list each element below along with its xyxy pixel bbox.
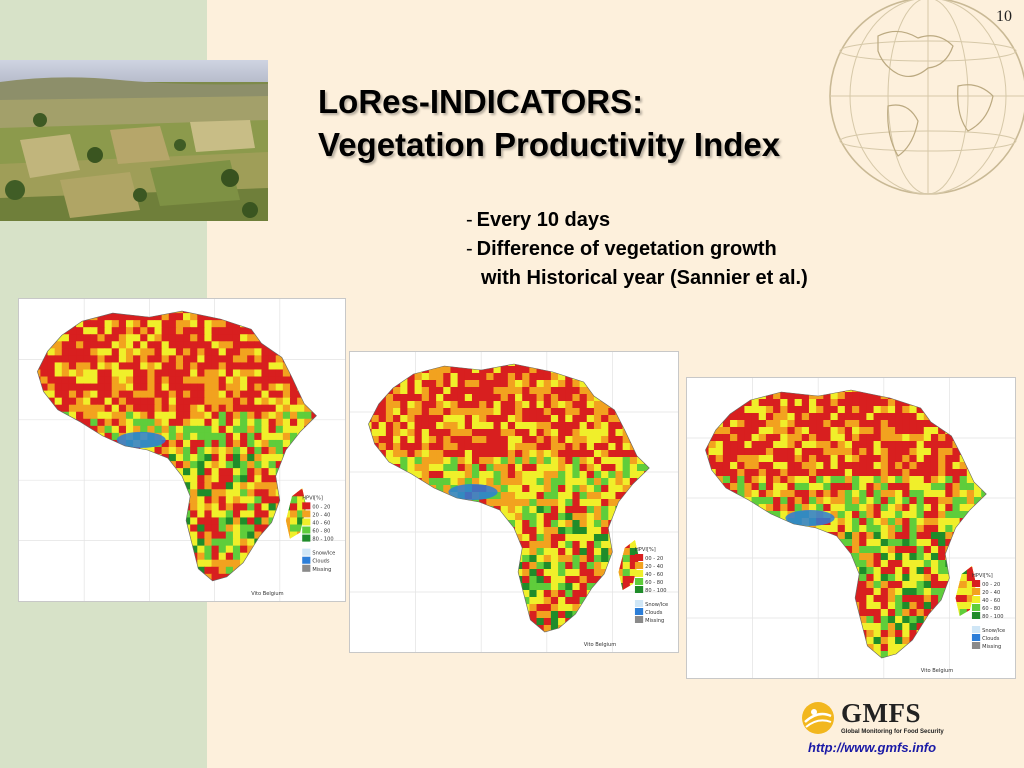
legend-label: 40 - 60 <box>982 598 1000 604</box>
legend-label: Missing <box>645 618 664 624</box>
legend-swatch <box>302 556 311 564</box>
legend-label: Clouds <box>312 559 330 565</box>
legend-label: Clouds <box>982 636 1000 642</box>
legend-swatch <box>302 510 311 518</box>
title-line-2: Vegetation Productivity Index <box>318 126 781 163</box>
legend-swatch <box>971 626 981 633</box>
legend-label: Missing <box>312 567 331 573</box>
legend-swatch <box>302 518 311 526</box>
legend-title: HPVI[%] <box>972 573 993 579</box>
website-link[interactable]: http://www.gmfs.info <box>808 740 937 755</box>
slide-title: LoRes-INDICATORS: Vegetation Productivit… <box>318 80 918 166</box>
africa-vegetation-map-1: HPVI[%] 00 - 20 20 - 40 40 - 60 60 - 80 80 - … <box>18 298 346 602</box>
africa-vegetation-map-2: HPVI[%] 00 - 20 20 - 40 40 - 60 60 - 80 80 - … <box>349 351 679 653</box>
legend-swatch <box>634 578 644 585</box>
legend-swatch <box>971 642 981 649</box>
legend-swatch <box>302 534 311 542</box>
bullet-continuation: with Historical year (Sannier et al.) <box>481 267 808 289</box>
bullet-text: Difference of vegetation growth <box>476 238 777 260</box>
legend-label: 00 - 20 <box>982 582 1000 588</box>
legend-swatch <box>634 586 644 593</box>
title-line-1: LoRes-INDICATORS: <box>318 83 644 120</box>
legend-swatch <box>302 526 311 534</box>
gmfs-logo-icon <box>802 702 834 734</box>
legend-swatch <box>971 634 981 641</box>
africa-vegetation-map-3: HPVI[%] 00 - 20 20 - 40 40 - 60 60 - 80 80 - … <box>686 377 1016 679</box>
bullet-text: Every 10 days <box>476 209 611 231</box>
legend-swatch <box>302 548 311 556</box>
bullet-item: - Every 10 days <box>466 209 611 231</box>
legend-swatch <box>971 596 981 603</box>
globe-icon <box>829 0 1024 195</box>
aerial-farmland-photo <box>0 60 268 221</box>
legend-swatch <box>302 502 311 510</box>
map-credit: Vito Belgium <box>921 668 954 674</box>
gmfs-logo: GMFS Global Monitoring for Food Security <box>800 698 950 742</box>
legend-label: Snow/Ice <box>982 628 1005 634</box>
legend-swatch <box>971 580 981 587</box>
legend-title: HPVI[%] <box>302 495 323 501</box>
legend-label: 80 - 100 <box>312 537 333 543</box>
legend-label: 20 - 40 <box>312 512 330 518</box>
legend-label: 60 - 80 <box>982 606 1000 612</box>
legend-label: 00 - 20 <box>645 556 663 562</box>
legend-swatch <box>634 600 644 607</box>
legend-swatch <box>971 612 981 619</box>
legend-label: 20 - 40 <box>645 564 663 570</box>
legend-label: Snow/Ice <box>645 602 668 608</box>
legend-label: 40 - 60 <box>645 572 663 578</box>
legend-label: 80 - 100 <box>982 614 1003 620</box>
legend-swatch <box>971 604 981 611</box>
legend-swatch <box>634 562 644 569</box>
map-credit: Vito Belgium <box>251 591 283 597</box>
bullet-item: - Difference of vegetation growth <box>466 238 777 260</box>
legend-swatch <box>302 564 311 572</box>
legend-label: Missing <box>982 644 1001 650</box>
legend-title: HPVI[%] <box>635 547 656 553</box>
legend-swatch <box>634 570 644 577</box>
legend-label: Snow/Ice <box>312 551 335 557</box>
legend-swatch <box>634 608 644 615</box>
legend-label: 40 - 60 <box>312 521 330 527</box>
legend-label: 80 - 100 <box>645 588 666 594</box>
logo-subtitle: Global Monitoring for Food Security <box>841 729 944 735</box>
map-credit: Vito Belgium <box>584 642 617 648</box>
legend-label: 00 - 20 <box>312 504 330 510</box>
legend-label: 20 - 40 <box>982 590 1000 596</box>
legend-label: Clouds <box>645 610 663 616</box>
legend-swatch <box>971 588 981 595</box>
slide-number: 10 <box>996 8 1012 25</box>
legend-label: 60 - 80 <box>312 529 330 535</box>
legend-swatch <box>634 554 644 561</box>
legend-swatch <box>634 616 644 623</box>
legend-label: 60 - 80 <box>645 580 663 586</box>
logo-name: GMFS <box>841 698 921 728</box>
bullet-list: - Every 10 days - Difference of vegetation… <box>466 206 808 293</box>
